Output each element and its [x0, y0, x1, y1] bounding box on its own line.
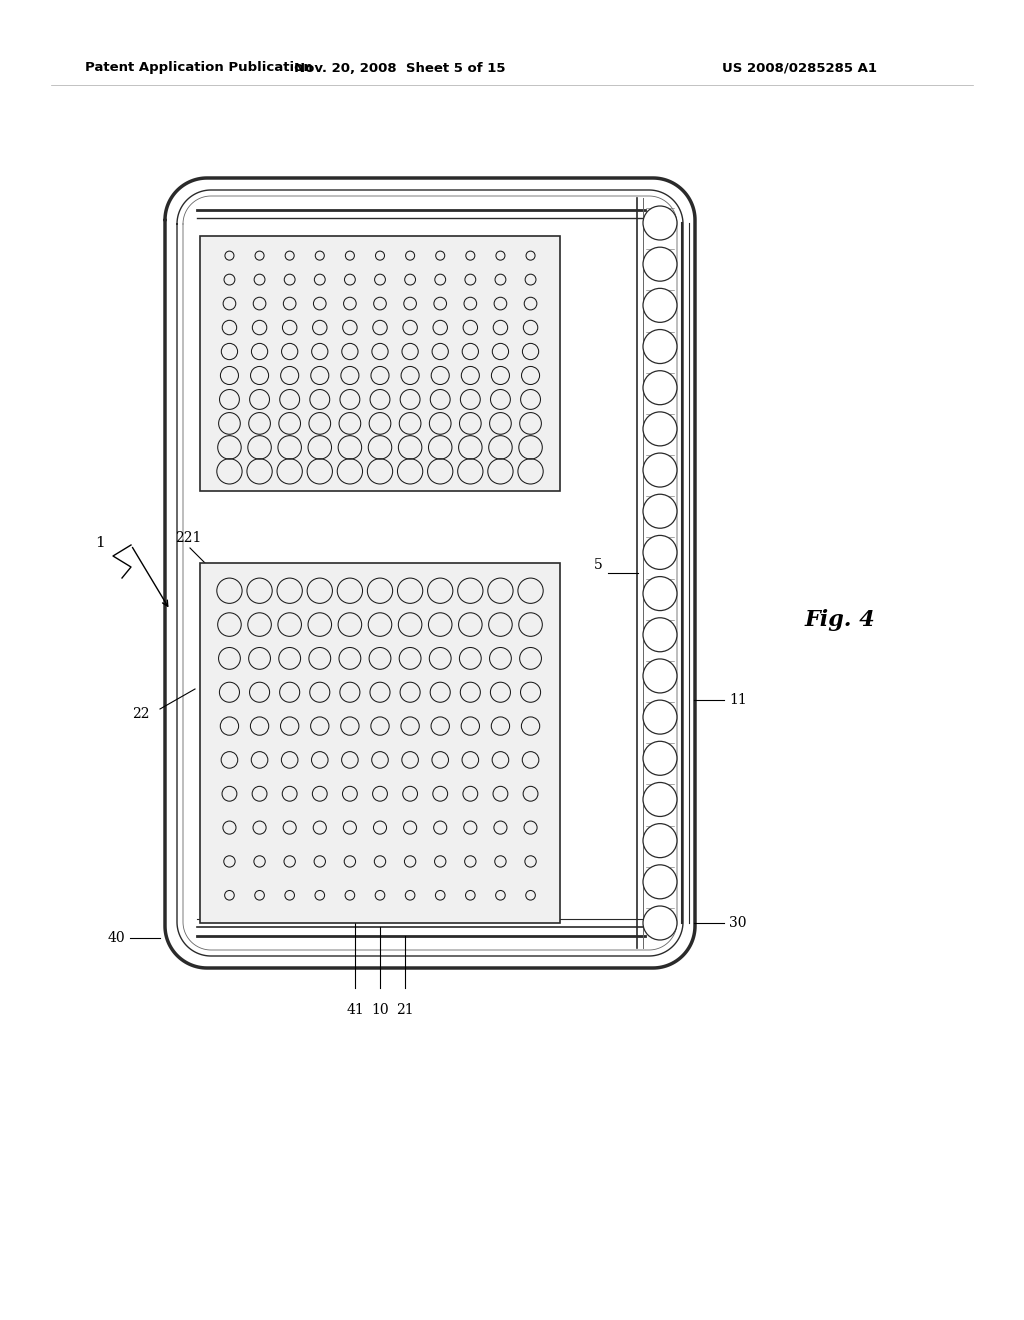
Text: 10: 10: [371, 1003, 389, 1016]
Ellipse shape: [643, 494, 677, 528]
Text: 20: 20: [478, 593, 496, 607]
Text: 1: 1: [95, 536, 104, 550]
Ellipse shape: [643, 247, 677, 281]
Text: Fig. 4: Fig. 4: [805, 609, 876, 631]
Ellipse shape: [643, 700, 677, 734]
Ellipse shape: [643, 288, 677, 322]
Ellipse shape: [643, 742, 677, 775]
Ellipse shape: [643, 618, 677, 652]
Ellipse shape: [643, 783, 677, 817]
Ellipse shape: [643, 371, 677, 405]
Bar: [200, 564, 560, 923]
Ellipse shape: [643, 906, 677, 940]
Text: 40: 40: [108, 931, 125, 945]
Ellipse shape: [643, 453, 677, 487]
Text: 21: 21: [396, 1003, 414, 1016]
Ellipse shape: [643, 536, 677, 569]
Text: 221: 221: [175, 531, 201, 545]
Ellipse shape: [643, 865, 677, 899]
Text: Patent Application Publication: Patent Application Publication: [85, 62, 312, 74]
Text: Nov. 20, 2008  Sheet 5 of 15: Nov. 20, 2008 Sheet 5 of 15: [294, 62, 506, 74]
Ellipse shape: [643, 412, 677, 446]
Text: 30: 30: [729, 916, 746, 931]
Ellipse shape: [643, 824, 677, 858]
Text: US 2008/0285285 A1: US 2008/0285285 A1: [723, 62, 878, 74]
Ellipse shape: [643, 577, 677, 611]
Bar: [200, 236, 560, 491]
Text: 11: 11: [729, 693, 746, 708]
Ellipse shape: [643, 206, 677, 240]
Ellipse shape: [643, 659, 677, 693]
Ellipse shape: [643, 330, 677, 363]
Text: 22: 22: [132, 708, 150, 721]
Text: 5: 5: [594, 558, 603, 572]
Text: 41: 41: [346, 1003, 364, 1016]
